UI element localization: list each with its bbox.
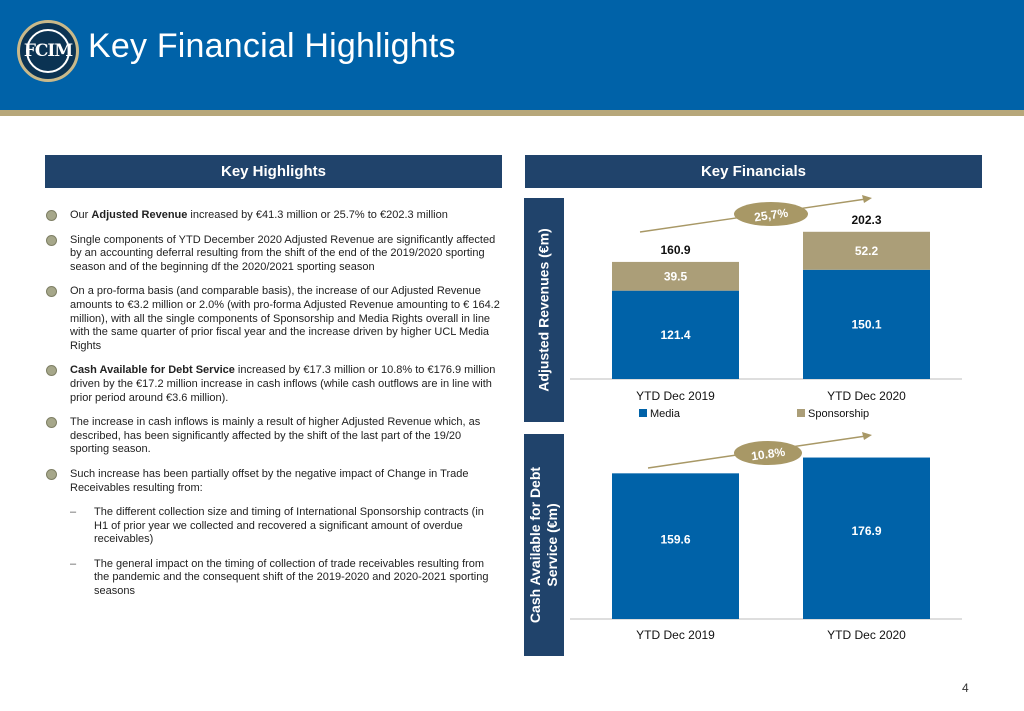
club-logo-icon: FCIM bbox=[17, 20, 79, 82]
legend-media-swatch bbox=[639, 409, 647, 417]
header-divider bbox=[0, 110, 1024, 116]
page-number: 4 bbox=[962, 681, 969, 695]
bullet-icon bbox=[46, 286, 57, 298]
highlight-item: On a pro-forma basis (and comparable bas… bbox=[46, 285, 501, 353]
growth-badge bbox=[734, 441, 802, 465]
x-tick-label: YTD Dec 2020 bbox=[827, 628, 906, 642]
data-label-sponsorship: 39.5 bbox=[664, 269, 688, 283]
growth-arrowhead bbox=[862, 195, 872, 203]
growth-arrowhead bbox=[862, 432, 872, 440]
bullet-icon bbox=[46, 417, 57, 429]
highlight-item: Our Adjusted Revenue increased by €41.3 … bbox=[46, 209, 501, 223]
x-tick-label: YTD Dec 2019 bbox=[636, 389, 715, 403]
legend-sponsorship-swatch bbox=[797, 409, 805, 417]
bullet-icon bbox=[46, 210, 57, 221]
data-label-media: 121.4 bbox=[660, 328, 690, 342]
data-label-total: 160.9 bbox=[660, 243, 690, 257]
logo-monogram: FCIM bbox=[24, 29, 73, 73]
bullet-icon bbox=[46, 365, 57, 377]
highlight-item: Such increase has been partially offset … bbox=[46, 468, 501, 495]
growth-badge bbox=[734, 202, 808, 226]
x-tick-label: YTD Dec 2020 bbox=[827, 389, 906, 403]
bar-cads bbox=[803, 457, 930, 619]
key-financials-heading: Key Financials bbox=[525, 155, 982, 188]
data-label-sponsorship: 52.2 bbox=[855, 244, 879, 258]
data-label-cads: 159.6 bbox=[660, 532, 690, 546]
data-label-total: 202.3 bbox=[851, 213, 881, 227]
highlight-item: Single components of YTD December 2020 A… bbox=[46, 234, 501, 275]
bar-cads bbox=[612, 473, 739, 619]
highlight-item: Cash Available for Debt Service increase… bbox=[46, 364, 501, 405]
growth-badge-label: 10.8% bbox=[750, 445, 786, 464]
bullet-icon bbox=[46, 234, 57, 246]
x-tick-label: YTD Dec 2019 bbox=[636, 628, 715, 642]
highlight-subitem: – The different collection size and timin… bbox=[70, 506, 484, 546]
bar-media bbox=[803, 269, 930, 379]
growth-badge-label: 25,7% bbox=[753, 206, 789, 225]
highlight-subitem: – The general impact on the timing of col… bbox=[70, 557, 489, 598]
highlights-list: Our Adjusted Revenue increased by €41.3 … bbox=[46, 209, 501, 610]
highlight-item: The increase in cash inflows is mainly a… bbox=[46, 416, 501, 457]
header-bar bbox=[0, 0, 1024, 110]
bar-sponsorship bbox=[612, 261, 739, 291]
bullet-icon bbox=[46, 468, 57, 480]
revenue-axis-label-box: Adjusted Revenues (€m) bbox=[524, 198, 564, 422]
data-label-cads: 176.9 bbox=[851, 524, 881, 538]
bar-sponsorship bbox=[803, 231, 930, 270]
dash-icon: – bbox=[70, 557, 77, 570]
legend-media-label: Media bbox=[650, 408, 681, 420]
bar-media bbox=[612, 290, 739, 379]
key-highlights-heading: Key Highlights bbox=[45, 155, 502, 188]
page-title: Key Financial Highlights bbox=[88, 27, 456, 65]
cads-axis-label-box: Cash Available for Debt Service (€m) bbox=[524, 434, 564, 656]
data-label-media: 150.1 bbox=[851, 317, 881, 331]
dash-icon: – bbox=[70, 506, 77, 519]
legend-sponsorship-label: Sponsorship bbox=[808, 408, 869, 420]
